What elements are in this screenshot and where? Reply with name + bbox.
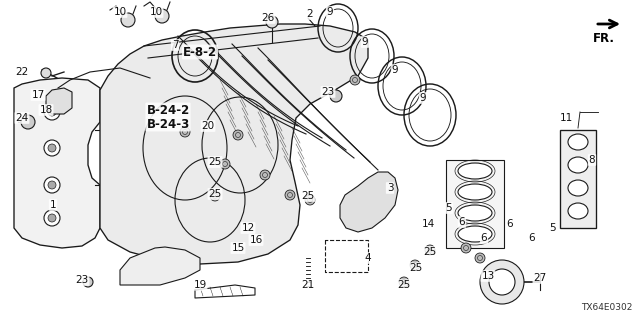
Polygon shape [14, 78, 100, 248]
Circle shape [44, 104, 60, 120]
Circle shape [399, 277, 409, 287]
Text: 7: 7 [172, 40, 179, 50]
Text: 11: 11 [559, 113, 573, 123]
Circle shape [305, 195, 315, 205]
Circle shape [48, 144, 56, 152]
Circle shape [48, 181, 56, 189]
Text: 4: 4 [365, 253, 371, 263]
Text: 13: 13 [481, 271, 495, 281]
Circle shape [350, 75, 360, 85]
Ellipse shape [568, 157, 588, 173]
Text: 18: 18 [40, 105, 52, 115]
Circle shape [41, 68, 51, 78]
Circle shape [44, 177, 60, 193]
Text: 6: 6 [507, 219, 513, 229]
Polygon shape [340, 172, 398, 232]
Ellipse shape [458, 163, 492, 179]
Circle shape [44, 210, 60, 226]
Circle shape [285, 190, 295, 200]
Text: 10: 10 [113, 7, 127, 17]
Text: 3: 3 [387, 183, 394, 193]
Ellipse shape [458, 205, 492, 221]
Circle shape [475, 253, 485, 263]
Text: 23: 23 [321, 87, 335, 97]
Circle shape [121, 13, 135, 27]
Text: 9: 9 [362, 37, 368, 47]
Text: 9: 9 [326, 7, 333, 17]
Bar [560, 130, 596, 228]
Ellipse shape [458, 184, 492, 200]
Text: 5: 5 [445, 203, 452, 213]
Circle shape [330, 90, 342, 102]
Text: B-24-2: B-24-2 [147, 103, 189, 116]
Ellipse shape [568, 134, 588, 150]
Text: 6: 6 [481, 233, 487, 243]
Text: 19: 19 [193, 280, 207, 290]
Text: 20: 20 [202, 121, 214, 131]
Circle shape [425, 245, 435, 255]
Circle shape [48, 108, 56, 116]
Circle shape [220, 159, 230, 169]
Text: B-24-3: B-24-3 [147, 117, 189, 131]
Circle shape [210, 191, 220, 201]
Circle shape [83, 277, 93, 287]
Text: 17: 17 [31, 90, 45, 100]
Text: 25: 25 [397, 280, 411, 290]
Text: 27: 27 [533, 273, 547, 283]
Text: 16: 16 [250, 235, 262, 245]
Ellipse shape [458, 226, 492, 242]
Polygon shape [120, 247, 200, 285]
Circle shape [410, 260, 420, 270]
FancyArrowPatch shape [598, 20, 617, 28]
Text: 9: 9 [392, 65, 398, 75]
Text: 12: 12 [241, 223, 255, 233]
Text: 10: 10 [149, 7, 163, 17]
Circle shape [233, 130, 243, 140]
Circle shape [155, 9, 169, 23]
Text: 5: 5 [548, 223, 556, 233]
Circle shape [260, 170, 270, 180]
Text: 25: 25 [410, 263, 422, 273]
Polygon shape [46, 88, 72, 114]
Circle shape [461, 243, 471, 253]
Text: 25: 25 [209, 189, 221, 199]
Polygon shape [100, 24, 368, 264]
Text: 23: 23 [76, 275, 88, 285]
Text: 14: 14 [421, 219, 435, 229]
Text: 6: 6 [459, 217, 465, 227]
Text: 15: 15 [232, 243, 244, 253]
Circle shape [489, 269, 515, 295]
Circle shape [44, 140, 60, 156]
Text: 9: 9 [420, 93, 426, 103]
Ellipse shape [568, 180, 588, 196]
Text: 6: 6 [529, 233, 535, 243]
Text: FR.: FR. [593, 32, 615, 45]
Text: 2: 2 [307, 9, 314, 19]
Text: 25: 25 [301, 191, 315, 201]
Circle shape [180, 127, 190, 137]
Text: 24: 24 [15, 113, 29, 123]
Circle shape [48, 214, 56, 222]
Ellipse shape [568, 203, 588, 219]
Text: 25: 25 [424, 247, 436, 257]
Bar [446, 160, 504, 248]
Text: TX64E0302: TX64E0302 [580, 303, 632, 312]
Circle shape [266, 16, 278, 28]
Text: 26: 26 [261, 13, 275, 23]
Circle shape [21, 115, 35, 129]
Text: 1: 1 [50, 200, 56, 210]
Circle shape [480, 260, 524, 304]
Text: 8: 8 [589, 155, 595, 165]
Text: E-8-2: E-8-2 [183, 45, 217, 59]
Text: 22: 22 [15, 67, 29, 77]
Text: 21: 21 [301, 280, 315, 290]
Text: 25: 25 [209, 157, 221, 167]
